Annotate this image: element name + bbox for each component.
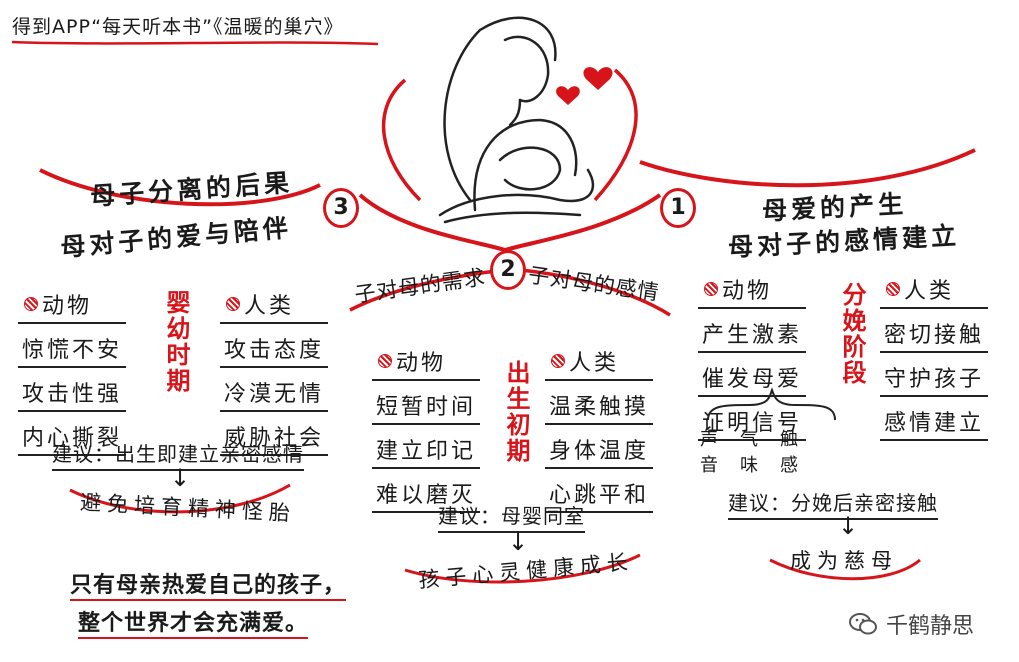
list-item: 短暂时间	[372, 389, 481, 425]
branch2-suggestion: 建议：母婴同室	[438, 500, 585, 533]
branch1-senses: 声 气 触 音 味 感	[700, 425, 800, 477]
branch2-animal-list: 动物 短暂时间 建立印记 难以磨灭	[372, 345, 481, 513]
bullet-icon	[704, 282, 718, 296]
list-item: 证明信号	[698, 405, 807, 441]
branch3-human-list: 人类 攻击态度 冷漠无情 威胁社会	[220, 288, 329, 456]
heart-icon	[583, 67, 613, 90]
bullet-icon	[886, 282, 900, 296]
quote-line2: 整个世界才会充满爱。	[78, 605, 309, 639]
list-item: 密切接触	[880, 317, 989, 353]
list-item: 心跳平和	[545, 477, 654, 513]
branch1-animal-list: 动物 产生激素 催发母爱 证明信号	[698, 273, 807, 441]
watermark: 千鹤静思	[848, 608, 974, 640]
branch1-human-header: 人类	[880, 273, 989, 309]
arrow-down-icon: ↓	[838, 512, 859, 540]
mother-child-illustration	[438, 16, 595, 224]
branch3-stage-label: 婴幼时期	[162, 290, 190, 394]
wechat-icon	[849, 613, 877, 635]
list-item: 感情建立	[880, 405, 989, 441]
watermark-text: 千鹤静思	[886, 614, 975, 639]
list-item: 守护孩子	[880, 361, 989, 397]
branch1-human-list: 人类 密切接触 守护孩子 感情建立	[880, 273, 989, 441]
branch1-suggestion: 建议：分娩后亲密接触	[728, 487, 938, 520]
branch1-animal-header: 动物	[698, 273, 807, 309]
branch3-human-header: 人类	[220, 288, 329, 324]
branch1-number-badge: 1	[660, 188, 696, 228]
bullet-icon	[378, 354, 392, 368]
branch2-human-header: 人类	[545, 345, 654, 381]
arrow-down-icon: ↓	[508, 528, 529, 556]
bullet-icon	[24, 297, 38, 311]
list-item: 建立印记	[372, 433, 481, 469]
list-item: 催发母爱	[698, 361, 807, 397]
branch3-animal-header: 动物	[18, 288, 127, 324]
branch3-animal-list: 动物 惊慌不安 攻击性强 内心撕裂	[18, 288, 127, 456]
senses-bottom-row: 音 味 感	[700, 455, 800, 476]
header-title: 得到APP“每天听本书”《温暖的巢穴》	[12, 16, 344, 38]
list-item: 难以磨灭	[372, 477, 481, 513]
branch1-stage-label: 分娩阶段	[838, 282, 866, 386]
list-item: 冷漠无情	[220, 376, 329, 412]
list-item: 攻击态度	[220, 332, 329, 368]
list-item: 惊慌不安	[18, 332, 127, 368]
list-item: 内心撕裂	[18, 420, 127, 456]
branch1-outcome: 成为慈母	[790, 549, 898, 573]
bullet-icon	[226, 297, 240, 311]
list-item: 温柔触摸	[545, 389, 654, 425]
senses-top-row: 声 气 触	[700, 429, 800, 450]
branch2-stage-label: 出生初期	[502, 360, 530, 464]
branch3-suggestion: 建议：出生即建立亲密感情	[52, 438, 304, 471]
list-item: 产生激素	[698, 317, 807, 353]
branch2-animal-header: 动物	[372, 345, 481, 381]
heart-icon	[556, 86, 580, 105]
list-item: 威胁社会	[220, 420, 329, 456]
arrow-down-icon: ↓	[170, 464, 191, 492]
list-item: 攻击性强	[18, 376, 127, 412]
bullet-icon	[551, 354, 565, 368]
list-item: 身体温度	[545, 433, 654, 469]
branch2-human-list: 人类 温柔触摸 身体温度 心跳平和	[545, 345, 654, 513]
quote-line1: 只有母亲热爱自己的孩子，	[70, 567, 347, 601]
branch3-number-badge: 3	[323, 188, 359, 228]
branch2-number-badge: 2	[490, 250, 526, 290]
